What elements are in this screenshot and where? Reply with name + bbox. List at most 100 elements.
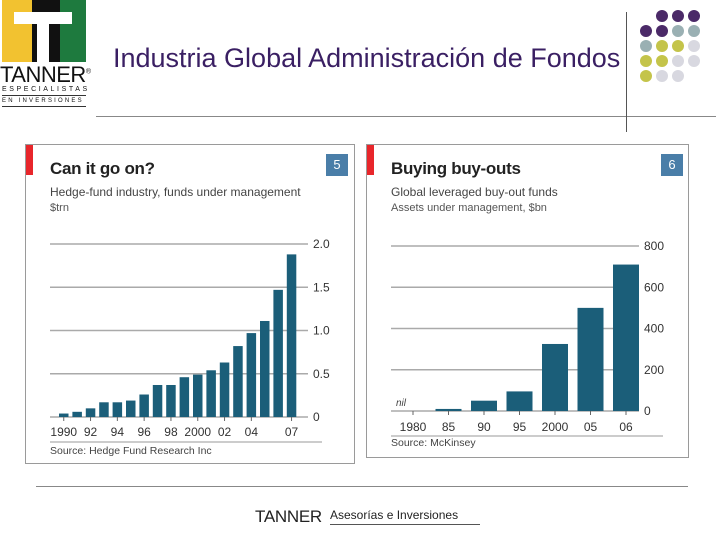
olive-dot bbox=[640, 70, 652, 82]
bar-05 bbox=[577, 307, 604, 411]
y-tick-label: 1.5 bbox=[313, 280, 330, 294]
purple-dot bbox=[688, 10, 700, 22]
teal-dot bbox=[688, 25, 700, 37]
x-tick-label: 98 bbox=[164, 425, 178, 439]
tanner-logo: TANNER® ESPECIALISTAS EN INVERSIONES bbox=[0, 0, 92, 112]
footer-logo: TANNER bbox=[255, 507, 322, 526]
bar-05 bbox=[260, 320, 270, 417]
olive-dot bbox=[656, 55, 668, 67]
chart-accent-bar bbox=[367, 145, 374, 175]
x-tick-label: 1990 bbox=[50, 425, 77, 439]
chart-source: Source: Hedge Fund Research Inc bbox=[50, 445, 212, 457]
y-tick-label: 0 bbox=[644, 404, 651, 418]
x-tick-label: 04 bbox=[245, 425, 259, 439]
y-tick-label: 200 bbox=[644, 363, 664, 377]
chart-unit: Assets under management, $bn bbox=[391, 202, 547, 214]
bar-91 bbox=[72, 411, 82, 417]
bar-2000 bbox=[193, 374, 203, 417]
bar-07 bbox=[286, 254, 297, 417]
x-tick-label: 94 bbox=[111, 425, 125, 439]
x-tick-label: 96 bbox=[137, 425, 151, 439]
chart-subtitle: Global leveraged buy-out funds bbox=[391, 185, 558, 199]
lavender-dot bbox=[688, 55, 700, 67]
x-tick-label: 05 bbox=[584, 420, 598, 434]
bar-1990 bbox=[59, 413, 69, 417]
x-tick-label: 07 bbox=[285, 425, 299, 439]
chart-panel-buyouts: Buying buy-outs Global leveraged buy-out… bbox=[366, 144, 689, 458]
lavender-dot bbox=[656, 70, 668, 82]
logo-divider bbox=[2, 95, 86, 96]
title-vertical-divider bbox=[626, 12, 627, 132]
bar-01 bbox=[206, 370, 216, 417]
chart-plot-buyouts: 0 200 400 600 800 1980 85 90 95 2000 05 06 nil bbox=[391, 239, 664, 437]
bar-95 bbox=[126, 400, 136, 417]
logo-green-block bbox=[60, 0, 86, 62]
lavender-dot bbox=[672, 70, 684, 82]
bar-96 bbox=[139, 394, 149, 417]
logo-t-stem bbox=[37, 12, 49, 62]
chart-title: Buying buy-outs bbox=[391, 159, 521, 178]
lavender-dot bbox=[672, 55, 684, 67]
purple-dot bbox=[656, 10, 668, 22]
chart-subtitle: Hedge-fund industry, funds under managem… bbox=[50, 185, 301, 199]
logo-yellow-block bbox=[2, 0, 32, 62]
page-title: Industria Global Administración de Fondo… bbox=[113, 43, 621, 73]
bar-97 bbox=[152, 384, 163, 417]
x-tick-label: 92 bbox=[84, 425, 98, 439]
chart-title: Can it go on? bbox=[50, 159, 155, 178]
purple-dot bbox=[672, 10, 684, 22]
bar-03 bbox=[233, 346, 243, 417]
bar-02 bbox=[219, 362, 230, 417]
x-tick-label: 1980 bbox=[400, 420, 427, 434]
footer-text: Asesorías e Inversiones bbox=[330, 508, 459, 522]
x-tick-label: 02 bbox=[218, 425, 232, 439]
y-tick-label: 0.5 bbox=[313, 367, 330, 381]
bar-90 bbox=[471, 400, 497, 411]
y-tick-label: 800 bbox=[644, 239, 664, 253]
purple-dot bbox=[656, 25, 668, 37]
x-tick-label: 85 bbox=[442, 420, 456, 434]
bar-06 bbox=[273, 289, 283, 417]
bar-94 bbox=[112, 402, 123, 417]
x-tick-label: 06 bbox=[619, 420, 633, 434]
logo-tagline-2: EN INVERSIONES bbox=[2, 98, 84, 104]
x-tick-label: 95 bbox=[513, 420, 527, 434]
teal-dot bbox=[672, 25, 684, 37]
chart-source: Source: McKinsey bbox=[391, 437, 476, 449]
chart-number-badge: 5 bbox=[326, 154, 348, 176]
lavender-dot bbox=[688, 40, 700, 52]
logo-name: TANNER® bbox=[0, 62, 91, 87]
olive-dot bbox=[672, 40, 684, 52]
chart-accent-bar bbox=[26, 145, 33, 175]
bar-95 bbox=[506, 391, 533, 411]
teal-dot bbox=[640, 40, 652, 52]
bar-2000 bbox=[542, 343, 568, 411]
bar-92 bbox=[85, 408, 96, 417]
bar-85 bbox=[435, 408, 462, 411]
x-tick-label: 2000 bbox=[184, 425, 211, 439]
olive-dot bbox=[656, 40, 668, 52]
logo-divider-2 bbox=[2, 106, 86, 107]
y-tick-label: 1.0 bbox=[313, 324, 330, 338]
purple-dot bbox=[640, 25, 652, 37]
y-tick-label: 0 bbox=[313, 410, 320, 424]
x-tick-label: 90 bbox=[477, 420, 491, 434]
chart-panel-hedge-funds: Can it go on? Hedge-fund industry, funds… bbox=[25, 144, 355, 464]
chart-number-badge: 6 bbox=[661, 154, 683, 176]
nil-annotation: nil bbox=[396, 398, 407, 409]
bar-99 bbox=[179, 377, 190, 417]
logo-tagline-1: ESPECIALISTAS bbox=[2, 86, 90, 93]
olive-dot bbox=[640, 55, 652, 67]
bar-04 bbox=[246, 333, 257, 417]
decorative-dot-grid bbox=[640, 10, 720, 120]
y-tick-label: 400 bbox=[644, 322, 664, 336]
bar-93 bbox=[99, 402, 109, 417]
chart-unit: $trn bbox=[50, 202, 69, 214]
y-tick-label: 600 bbox=[644, 280, 664, 294]
title-divider bbox=[96, 116, 716, 117]
y-tick-label: 2.0 bbox=[313, 237, 330, 251]
x-tick-label: 2000 bbox=[542, 420, 569, 434]
bar-06 bbox=[613, 264, 639, 411]
chart-plot-hedge-funds: 0 0.5 1.0 1.5 2.0 1990 92 94 96 98 2000 02 04 07 bbox=[50, 237, 330, 443]
footer-divider bbox=[36, 486, 688, 487]
